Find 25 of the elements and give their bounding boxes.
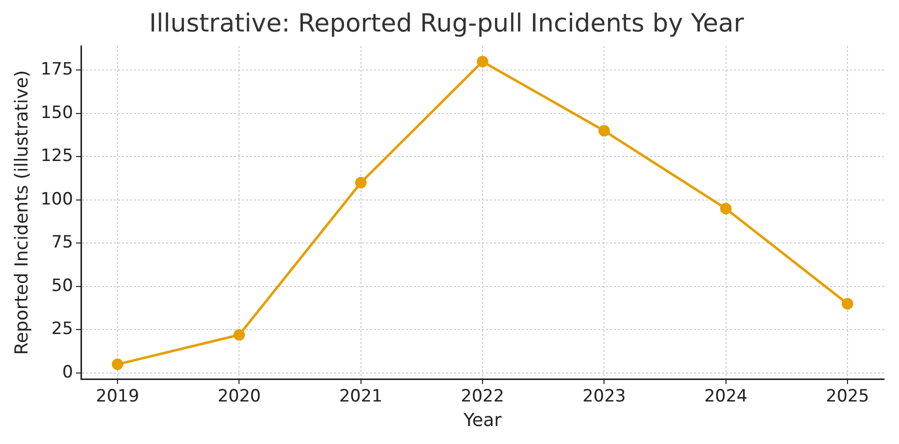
point (233, 329, 245, 341)
y-tick-label: 50 (51, 276, 74, 296)
point (598, 125, 610, 137)
x-tick-label: 2025 (826, 386, 870, 407)
y-tick-label: 100 (40, 189, 74, 210)
x-tick-label: 2021 (339, 386, 382, 407)
y-tick-label: 175 (40, 60, 74, 80)
y-axis-title: Reported Incidents (illustrative) (11, 70, 32, 355)
y-tick-label: 125 (40, 146, 74, 166)
x-tick-label: 2020 (218, 386, 261, 407)
x-tick-label: 2023 (582, 386, 626, 407)
x-tick-label: 2022 (460, 386, 504, 407)
chart-title: Illustrative: Reported Rug-pull Incidents by Year (149, 8, 745, 38)
x-tick-label: 2019 (96, 386, 140, 407)
y-tick-label: 25 (51, 319, 74, 340)
point (112, 358, 124, 370)
y-tick-label: 150 (40, 102, 74, 123)
x-axis-title: Year (462, 410, 502, 431)
y-tick-label: 0 (62, 362, 74, 382)
point (842, 298, 854, 310)
x-tick-label: 2024 (704, 386, 748, 407)
point (476, 56, 488, 68)
y-tick-label: 75 (51, 232, 74, 253)
point (355, 176, 367, 188)
point (720, 202, 732, 214)
